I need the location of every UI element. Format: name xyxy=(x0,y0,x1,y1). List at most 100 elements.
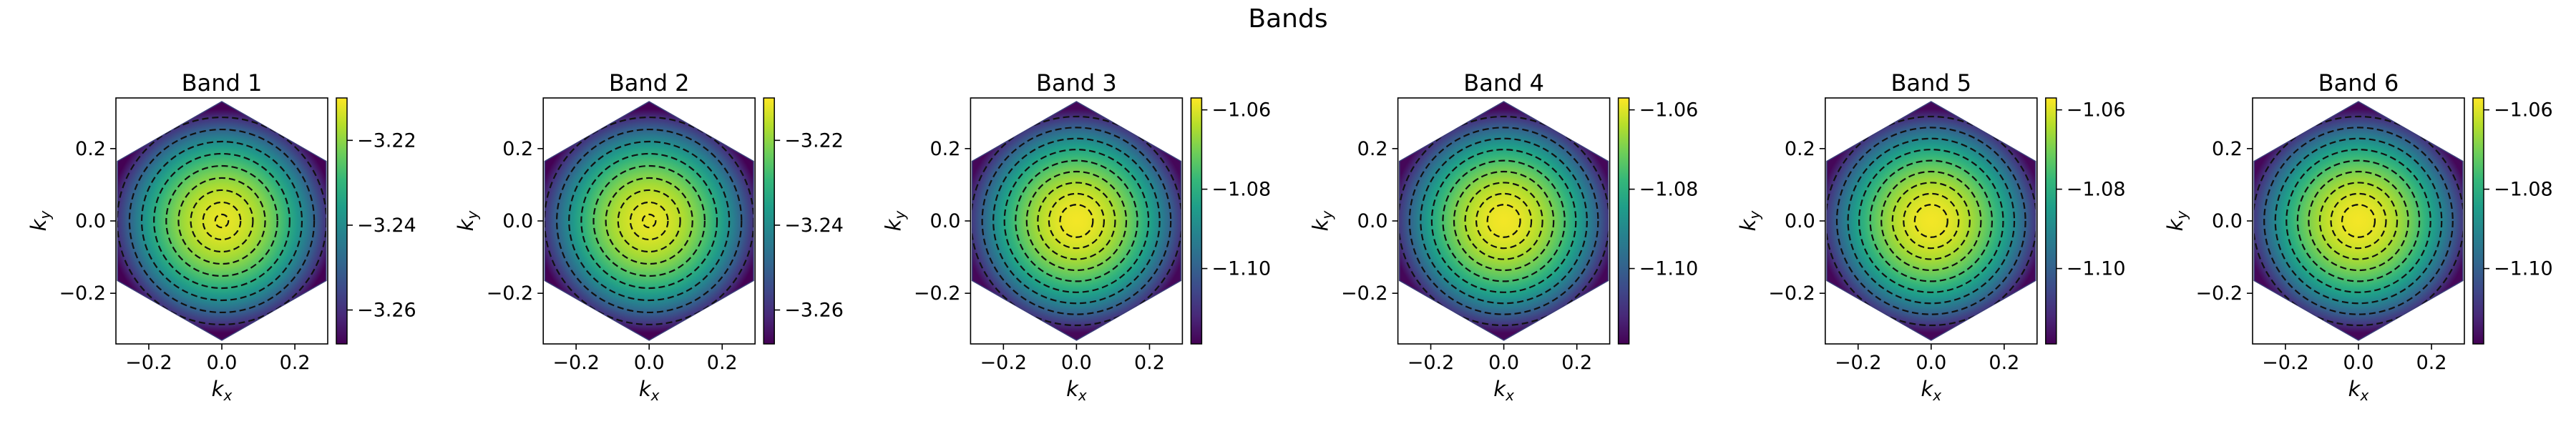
contour-line xyxy=(117,116,326,326)
contour-line xyxy=(214,213,230,229)
y-tick-label: 0.0 xyxy=(930,210,960,232)
contour-line xyxy=(1486,204,1521,238)
x-tick-label: 0.2 xyxy=(280,352,311,374)
contour-line xyxy=(2296,159,2421,282)
plot-area xyxy=(117,101,327,341)
contour-line xyxy=(1048,192,1106,250)
x-tick-label: −0.2 xyxy=(980,352,1028,374)
x-tick-label: 0.2 xyxy=(1561,352,1592,374)
band-panel-3: Band 3 −0.2 0.0 0.2 −0.2 0.0 0.2 kx ky −1.06 −1.08… xyxy=(881,69,1271,404)
contour-line xyxy=(2263,127,2454,315)
contour-line xyxy=(2308,170,2409,272)
contour-line xyxy=(1891,182,1971,260)
colorbar-tick-label: −1.08 xyxy=(2494,179,2553,201)
x-tick-label: −0.2 xyxy=(552,352,600,374)
plot-area xyxy=(544,101,754,341)
contour-line xyxy=(140,140,303,302)
x-tick-label: 0.2 xyxy=(1134,352,1165,374)
x-tick-label: −0.2 xyxy=(1835,352,1882,374)
x-tick-label: 0.2 xyxy=(2416,352,2447,374)
y-tick-label: 0.0 xyxy=(1785,210,1815,232)
contour-line xyxy=(1408,127,1599,315)
plot-area xyxy=(1399,101,1609,341)
contour-line xyxy=(641,213,657,229)
colorbar-tick-label: −1.06 xyxy=(2067,99,2126,122)
contour-line xyxy=(1858,149,2004,293)
y-tick-label: 0.0 xyxy=(75,210,106,232)
y-axis-label: ky xyxy=(1736,210,1763,232)
y-axis-label: ky xyxy=(881,210,908,232)
contour-line xyxy=(556,128,743,314)
contour-line xyxy=(1420,137,1588,305)
x-axis-label: kx xyxy=(212,377,233,404)
x-axis-label: kx xyxy=(639,377,660,404)
colorbar xyxy=(1617,97,1630,345)
contour-line xyxy=(1869,159,1994,282)
y-axis-label: ky xyxy=(454,210,481,232)
x-axis-label: kx xyxy=(1066,377,1087,404)
y-axis-label: ky xyxy=(2163,210,2190,232)
colorbar-tick-label: −1.06 xyxy=(2494,99,2553,122)
x-tick-label: −0.2 xyxy=(2262,352,2309,374)
panel-title: Band 3 xyxy=(1036,69,1117,97)
contour-line xyxy=(1003,149,1150,293)
contour-line xyxy=(153,152,291,290)
colorbar-tick-label: −1.08 xyxy=(1639,179,1699,201)
band-panel-6: Band 6 −0.2 0.0 0.2 −0.2 0.0 0.2 kx ky −1.06 −1.08… xyxy=(2163,69,2553,404)
hexagon-heatmap xyxy=(2253,101,2464,341)
x-tick-label: 0.0 xyxy=(1488,352,1519,374)
contour-line xyxy=(1025,170,1128,272)
contour-line xyxy=(992,137,1161,305)
x-axis-label: kx xyxy=(1493,377,1514,404)
contour-line xyxy=(1903,192,1960,250)
y-tick-label: −0.2 xyxy=(914,282,961,305)
panel-title: Band 6 xyxy=(2318,69,2399,97)
band-panel-2: Band 2 −0.2 0.0 0.2 −0.2 0.0 0.2 kx ky −3.22 −3.24… xyxy=(454,69,844,404)
contour-line xyxy=(1475,192,1533,250)
band-panel-5: Band 5 −0.2 0.0 0.2 −0.2 0.0 0.2 kx ky −1.06 −1.08… xyxy=(1736,69,2126,404)
x-tick-label: 0.0 xyxy=(2343,352,2374,374)
colorbar-tick-label: −1.10 xyxy=(1639,258,1699,280)
y-tick-label: −0.2 xyxy=(2195,282,2243,305)
contour-line xyxy=(592,164,706,277)
contour-line xyxy=(2254,115,2463,327)
hexagon-heatmap xyxy=(117,101,327,341)
contour-line xyxy=(2285,149,2431,293)
contour-line xyxy=(177,177,266,265)
colorbar-tick-label: −3.22 xyxy=(784,129,844,152)
contour-line xyxy=(165,164,278,277)
hexagon-heatmap xyxy=(1399,101,1609,341)
contour-line xyxy=(1453,170,1555,272)
colorbar-tick-label: −1.10 xyxy=(1211,258,1271,280)
y-tick-label: 0.2 xyxy=(1785,138,1815,160)
band-panel-1: Band 1 −0.2 0.0 0.2 −0.2 0.0 0.2 kx ky −3.22 −3.24… xyxy=(26,69,416,404)
y-tick-label: 0.2 xyxy=(1357,138,1388,160)
y-tick-label: 0.0 xyxy=(2212,210,2243,232)
colorbar-tick-label: −1.06 xyxy=(1211,99,1271,122)
contour-line xyxy=(2330,192,2387,250)
contour-line xyxy=(568,140,731,302)
x-tick-label: −0.2 xyxy=(1407,352,1455,374)
colorbar xyxy=(336,97,348,345)
contour-line xyxy=(981,127,1172,315)
contour-line xyxy=(629,201,669,241)
colorbar-tick-label: −3.26 xyxy=(357,300,416,322)
contour-line xyxy=(1059,204,1094,238)
hexagon-heatmap xyxy=(544,101,754,341)
y-tick-label: −0.2 xyxy=(1768,282,1815,305)
x-tick-label: 0.2 xyxy=(1989,352,2019,374)
panel-title: Band 4 xyxy=(1463,69,1544,97)
contour-line xyxy=(2274,137,2443,305)
colorbar xyxy=(2472,97,2484,345)
x-axis-label: kx xyxy=(2348,377,2369,404)
colorbar xyxy=(763,97,775,345)
colorbar xyxy=(2045,97,2057,345)
contour-line xyxy=(617,189,681,253)
figure-title: Bands xyxy=(1248,4,1328,34)
colorbar-tick-label: −1.08 xyxy=(1211,179,1271,201)
contour-line xyxy=(128,128,316,314)
y-tick-label: 0.2 xyxy=(930,138,960,160)
panel-title: Band 2 xyxy=(609,69,690,97)
x-tick-label: −0.2 xyxy=(125,352,172,374)
x-tick-label: 0.2 xyxy=(707,352,738,374)
